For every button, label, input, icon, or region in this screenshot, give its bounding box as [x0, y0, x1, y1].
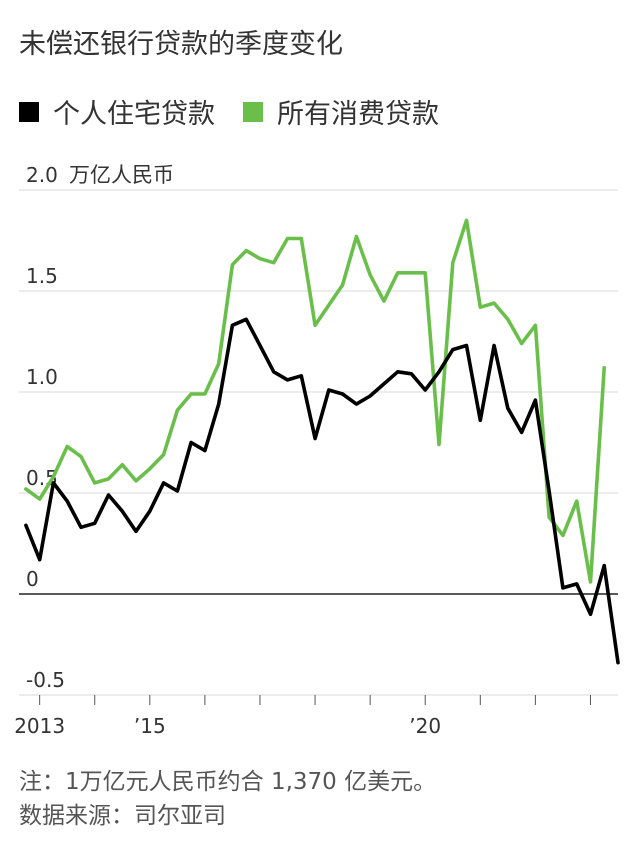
y-tick-label: 1.5 — [26, 264, 58, 288]
legend-label-consumer: 所有消费贷款 — [277, 99, 439, 130]
x-tick-label: ’15 — [134, 714, 166, 738]
conversion-note: 注：1万亿元人民币约合 1,370 亿美元。 — [19, 769, 437, 795]
legend-swatch-housing — [19, 101, 39, 122]
legend-item-housing: 个人住宅贷款 — [19, 92, 215, 131]
y-axis-unit-label: 万亿人民币 — [69, 163, 174, 187]
series-line-housing-tail — [602, 563, 620, 665]
y-tick-label: 2.0 — [26, 163, 58, 187]
y-tick-label: 0 — [26, 567, 39, 591]
legend-item-consumer: 所有消费贷款 — [243, 92, 439, 131]
legend: 个人住宅贷款 所有消费贷款 — [19, 92, 467, 131]
x-tick-label: ’20 — [409, 714, 441, 738]
series-line-consumer — [24, 218, 607, 584]
source-note: 数据来源：司尔亚司 — [19, 803, 226, 829]
legend-label-housing: 个人住宅贷款 — [53, 99, 215, 130]
y-tick-label: -0.5 — [26, 668, 65, 692]
chart-title: 未偿还银行贷款的季度变化 — [19, 29, 343, 60]
y-tick-label: 1.0 — [26, 365, 58, 389]
x-tick-label: 2013 — [14, 714, 65, 738]
series-line-housing — [24, 317, 607, 617]
legend-swatch-consumer — [243, 101, 263, 122]
